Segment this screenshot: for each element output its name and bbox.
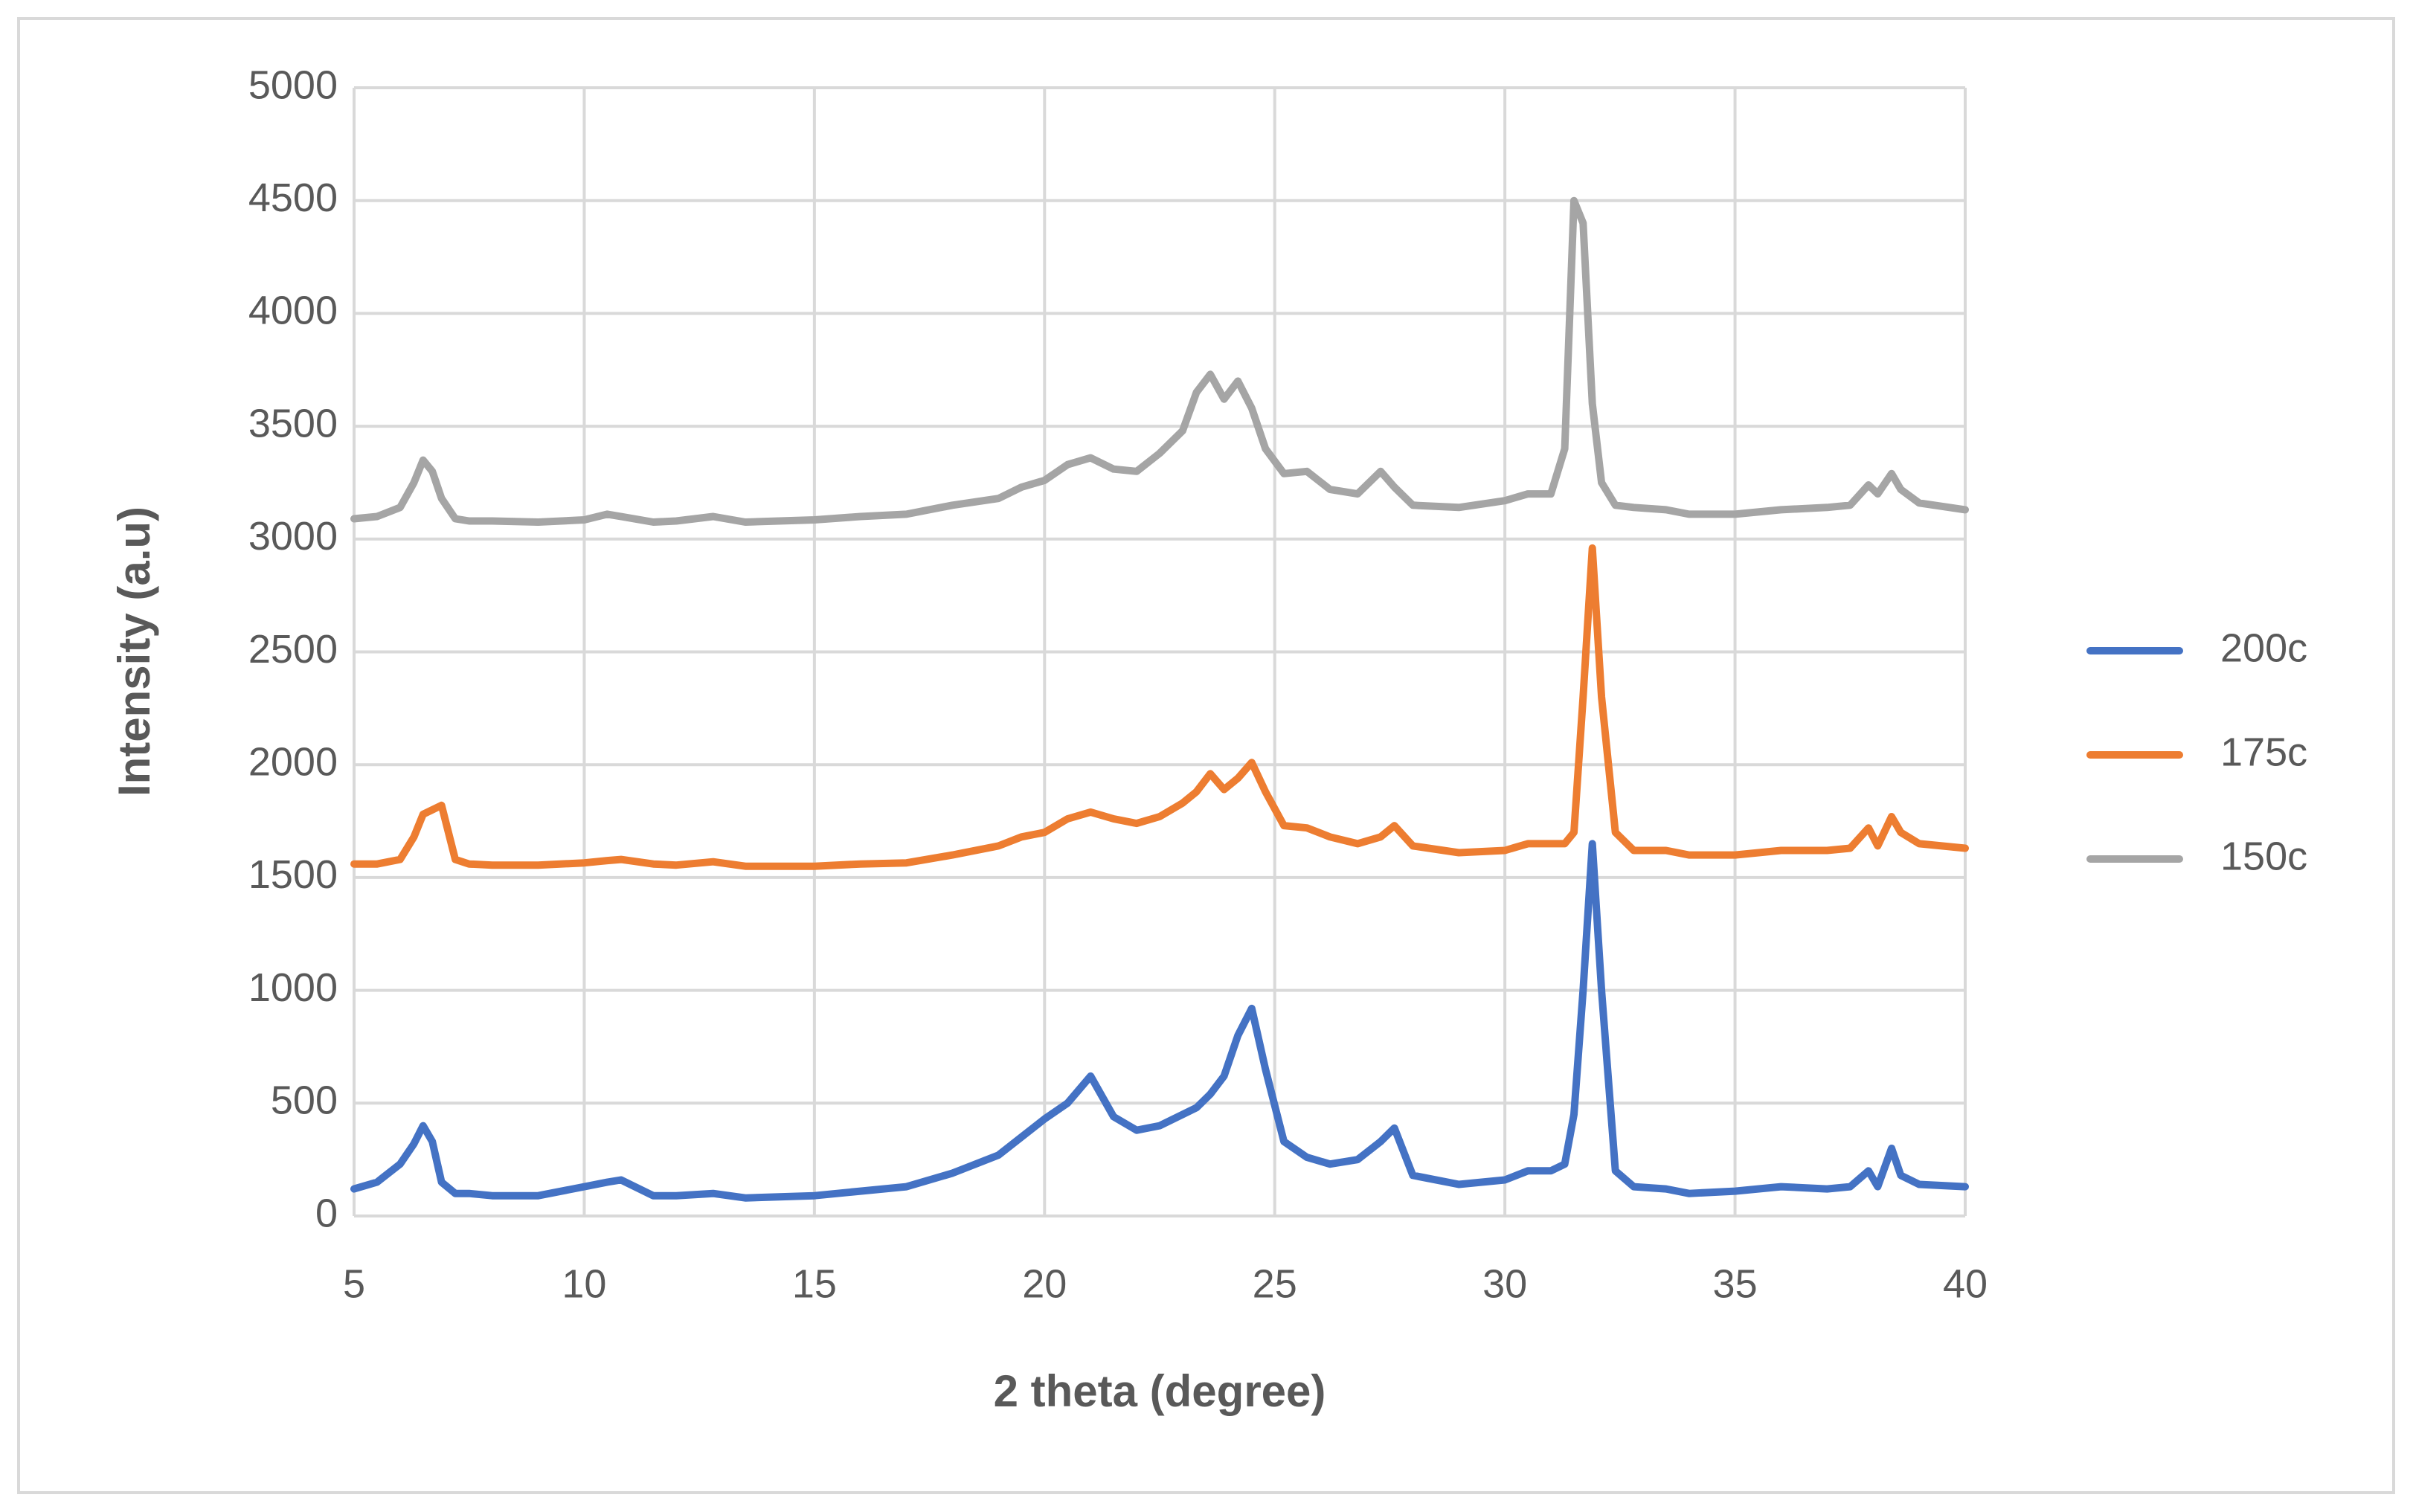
y-tick-label: 3500 (248, 401, 338, 445)
y-tick-label: 0 (315, 1191, 338, 1235)
x-tick-label: 10 (562, 1261, 606, 1306)
x-tick-label: 20 (1022, 1261, 1067, 1306)
x-tick-label: 35 (1713, 1261, 1758, 1306)
y-tick-label: 1500 (248, 852, 338, 897)
y-tick-label: 3000 (248, 514, 338, 559)
y-tick-label: 1000 (248, 965, 338, 1010)
y-tick-label: 500 (271, 1078, 338, 1123)
x-tick-label: 15 (792, 1261, 837, 1306)
x-tick-label: 5 (343, 1261, 365, 1306)
data-line (350, 196, 1969, 526)
legend-label: 150c (2220, 834, 2307, 878)
y-axis-title: Intensity (a.u) (109, 506, 159, 797)
x-tick-label: 25 (1253, 1261, 1297, 1306)
data-line (350, 840, 1969, 1202)
chart-border (17, 17, 2395, 1494)
x-axis-title: 2 theta (degree) (994, 1366, 1326, 1416)
y-tick-label: 4500 (248, 176, 338, 220)
y-tick-label: 5000 (248, 62, 338, 107)
y-tick-label: 2000 (248, 739, 338, 784)
data-line (350, 544, 1969, 870)
x-tick-label: 30 (1482, 1261, 1527, 1306)
legend-label: 175c (2220, 730, 2307, 774)
y-tick-label: 4000 (248, 289, 338, 333)
legend-label: 200c (2220, 625, 2307, 670)
y-tick-label: 2500 (248, 627, 338, 672)
x-tick-label: 40 (1943, 1261, 1988, 1306)
